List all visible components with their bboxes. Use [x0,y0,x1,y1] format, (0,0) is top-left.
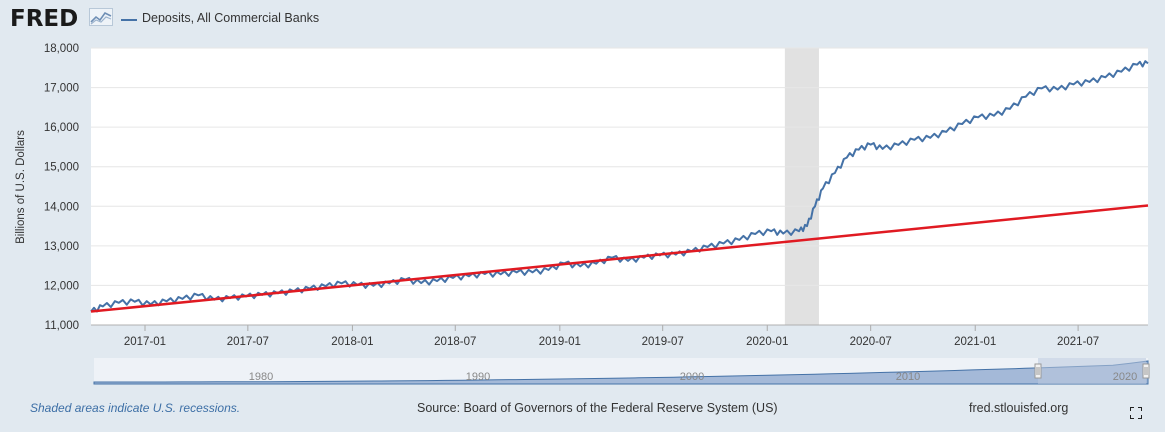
y-tick-label: 11,000 [45,320,79,332]
line-chart: 2017-01 2017-07 2018-01 2018-07 2019-01 2019-… [15,43,1150,385]
x-tick-label: 2018-01 [331,336,373,348]
y-tick-label: 15,000 [44,162,79,174]
x-tick-label: 2017-01 [124,336,166,348]
y-tick-label: 12,000 [44,280,79,292]
x-tick-label: 2021-07 [1057,336,1099,348]
navigator-right-handle[interactable] [1142,363,1150,379]
navigator-selection[interactable] [1038,358,1146,384]
x-tick-label: 2019-01 [539,336,581,348]
y-tick-label: 17,000 [44,83,79,95]
y-tick-label: 16,000 [44,122,79,134]
plot-area [91,48,1148,325]
navigator-left-handle[interactable] [1034,363,1042,379]
x-tick-label: 2020-07 [850,336,892,348]
trend-line [90,204,1149,313]
x-tick-label: 2021-01 [954,336,996,348]
navigator-area [93,360,1149,385]
legend-series-swatch [121,19,137,21]
fred-logo[interactable]: FRED [10,6,79,32]
fullscreen-icon[interactable] [1130,407,1142,419]
x-tick-label: 2019-07 [642,336,684,348]
site-link[interactable]: fred.stlouisfed.org [969,401,1069,415]
x-tick-label: 2018-07 [434,336,476,348]
navigator-year-label: 2010 [896,371,920,383]
recession-band [784,48,819,325]
y-tick-label: 14,000 [44,201,79,213]
navigator-year-label: 2020 [1113,371,1137,383]
recession-note: Shaded areas indicate U.S. recessions. [30,401,241,415]
y-tick-label: 18,000 [44,43,79,55]
source-text: Source: Board of Governors of the Federa… [417,401,778,415]
navigator-year-label: 1980 [249,371,273,383]
x-tick-label: 2017-07 [227,336,269,348]
navigator-year-label: 2000 [680,371,704,383]
y-axis-label: Billions of U.S. Dollars [15,130,27,244]
fred-chart-icon [89,8,113,26]
y-tick-label: 13,000 [44,241,79,253]
legend-series-label[interactable]: Deposits, All Commercial Banks [142,11,320,25]
navigator-year-label: 1990 [466,371,490,383]
x-tick-label: 2020-01 [746,336,788,348]
